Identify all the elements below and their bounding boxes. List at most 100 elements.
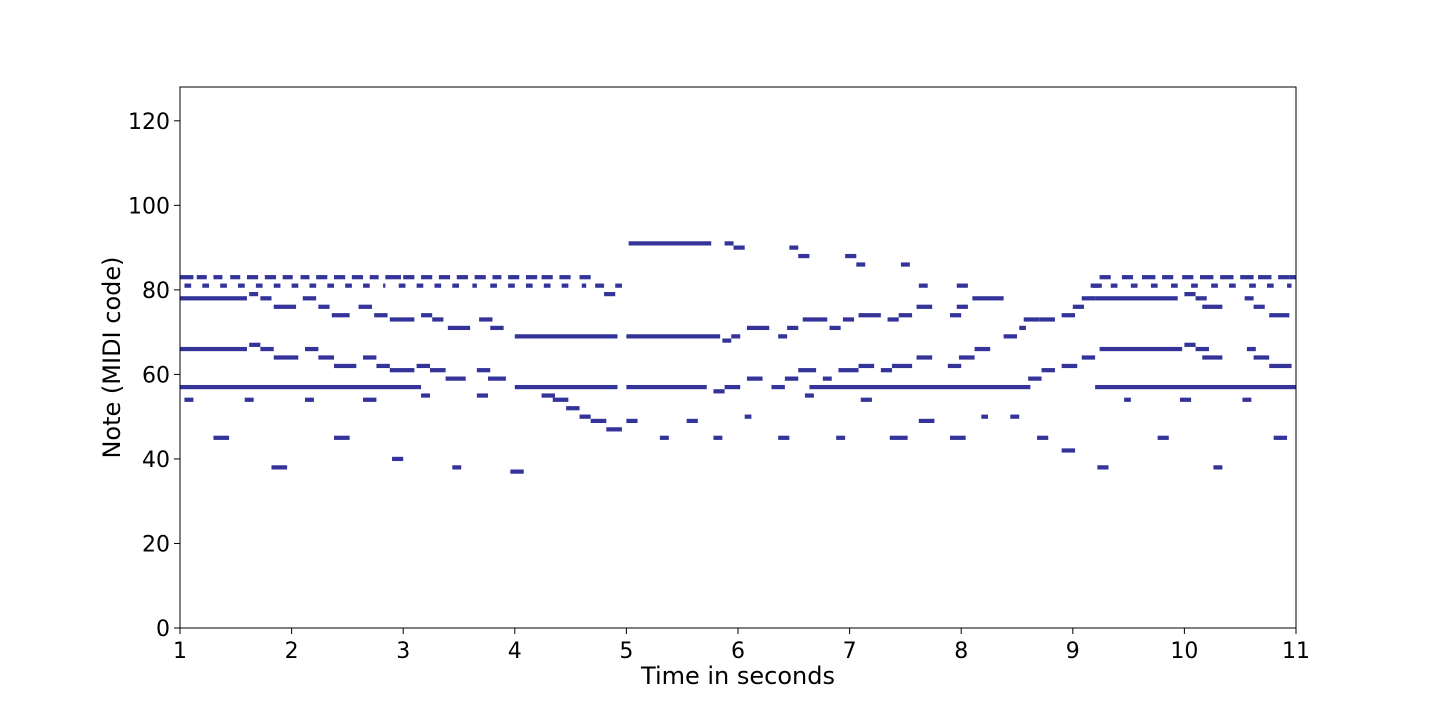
note-73: [376, 363, 390, 369]
note-46: [581, 283, 587, 288]
note-128: [724, 384, 741, 390]
note-81: [421, 393, 430, 398]
note-136: [838, 368, 859, 373]
note-191: [1229, 283, 1236, 288]
note-52: [273, 304, 297, 309]
note-190: [1211, 283, 1218, 288]
note-63: [490, 325, 504, 331]
note-28: [255, 283, 263, 288]
x-tick-label-2: 3: [396, 639, 410, 664]
plot-frame: [179, 86, 1297, 629]
note-86: [566, 406, 580, 411]
note-10: [351, 275, 364, 280]
note-145: [860, 397, 872, 402]
note-96: [334, 435, 350, 440]
note-160: [1041, 368, 1055, 373]
note-207: [1253, 355, 1270, 360]
note-206: [1246, 346, 1256, 352]
note-12: [385, 275, 401, 280]
note-149: [956, 304, 968, 309]
note-17: [474, 275, 486, 280]
note-123: [887, 317, 899, 322]
note-166: [1061, 313, 1076, 318]
note-120: [829, 325, 841, 331]
note-98: [392, 456, 404, 462]
x-axis-title: Time in seconds: [640, 662, 835, 690]
y-axis-title: Note (MIDI code): [98, 256, 126, 458]
note-70: [318, 355, 334, 360]
note-94: [363, 397, 377, 402]
note-167: [1072, 304, 1084, 309]
note-72: [363, 355, 377, 360]
note-181: [1258, 275, 1272, 280]
note-75: [416, 363, 430, 369]
note-204: [1195, 346, 1209, 352]
note-147: [918, 418, 935, 424]
note-88: [590, 418, 607, 424]
note-113: [900, 262, 910, 267]
note-122: [858, 313, 881, 318]
note-7: [300, 275, 310, 280]
note-19: [508, 275, 520, 280]
note-27: [238, 283, 245, 288]
x-tick-label-10: 11: [1282, 639, 1310, 664]
note-203: [1184, 342, 1196, 347]
x-tick-label-1: 2: [285, 639, 299, 664]
note-13: [403, 275, 415, 280]
note-209: [1095, 384, 1296, 390]
note-62: [479, 317, 493, 322]
note-171: [1081, 355, 1096, 360]
note-139: [892, 363, 913, 369]
x-axis-ticks: 1 2 3 4 5 6 7 8 9 10 11: [173, 628, 1310, 664]
note-132: [798, 368, 817, 373]
note-38: [434, 283, 442, 288]
note-82: [476, 393, 489, 398]
note-20: [525, 275, 538, 280]
note-32: [327, 283, 335, 288]
note-137: [858, 363, 875, 369]
notes-layer: [180, 241, 1296, 474]
x-tick-label-9: 10: [1170, 639, 1198, 664]
y-tick-label-0: 0: [156, 617, 170, 642]
note-164: [1037, 435, 1049, 440]
note-37: [416, 283, 424, 288]
note-202: [1099, 346, 1183, 352]
note-107: [724, 241, 734, 246]
note-154: [1023, 317, 1040, 322]
note-165: [1061, 448, 1076, 453]
note-44: [543, 283, 551, 288]
note-97: [271, 465, 288, 470]
note-71: [334, 363, 357, 369]
note-159: [1028, 376, 1042, 381]
y-tick-label-4: 80: [142, 279, 170, 304]
note-156: [947, 363, 962, 369]
note-25: [202, 283, 210, 288]
note-31: [309, 283, 317, 288]
note-155: [1039, 317, 1055, 322]
note-87: [579, 414, 591, 419]
y-tick-label-1: 20: [142, 532, 170, 557]
note-148: [950, 313, 962, 318]
note-184: [1092, 283, 1102, 288]
note-177: [1182, 275, 1194, 280]
note-214: [1213, 465, 1223, 470]
note-187: [1150, 283, 1158, 288]
note-121: [842, 317, 855, 322]
note-126: [918, 283, 928, 288]
note-53: [302, 296, 317, 301]
note-201: [1269, 313, 1290, 318]
x-tick-label-6: 7: [843, 639, 857, 664]
note-89: [606, 427, 622, 432]
x-tick-label-7: 8: [954, 639, 968, 664]
note-196: [1184, 291, 1196, 297]
note-4: [246, 275, 259, 280]
note-0: [180, 275, 194, 280]
note-60: [432, 317, 444, 322]
note-92: [244, 397, 254, 402]
note-109: [789, 245, 799, 250]
note-2: [213, 275, 223, 280]
note-200: [1253, 304, 1265, 309]
note-138: [880, 368, 893, 373]
y-tick-label-2: 40: [142, 448, 170, 473]
